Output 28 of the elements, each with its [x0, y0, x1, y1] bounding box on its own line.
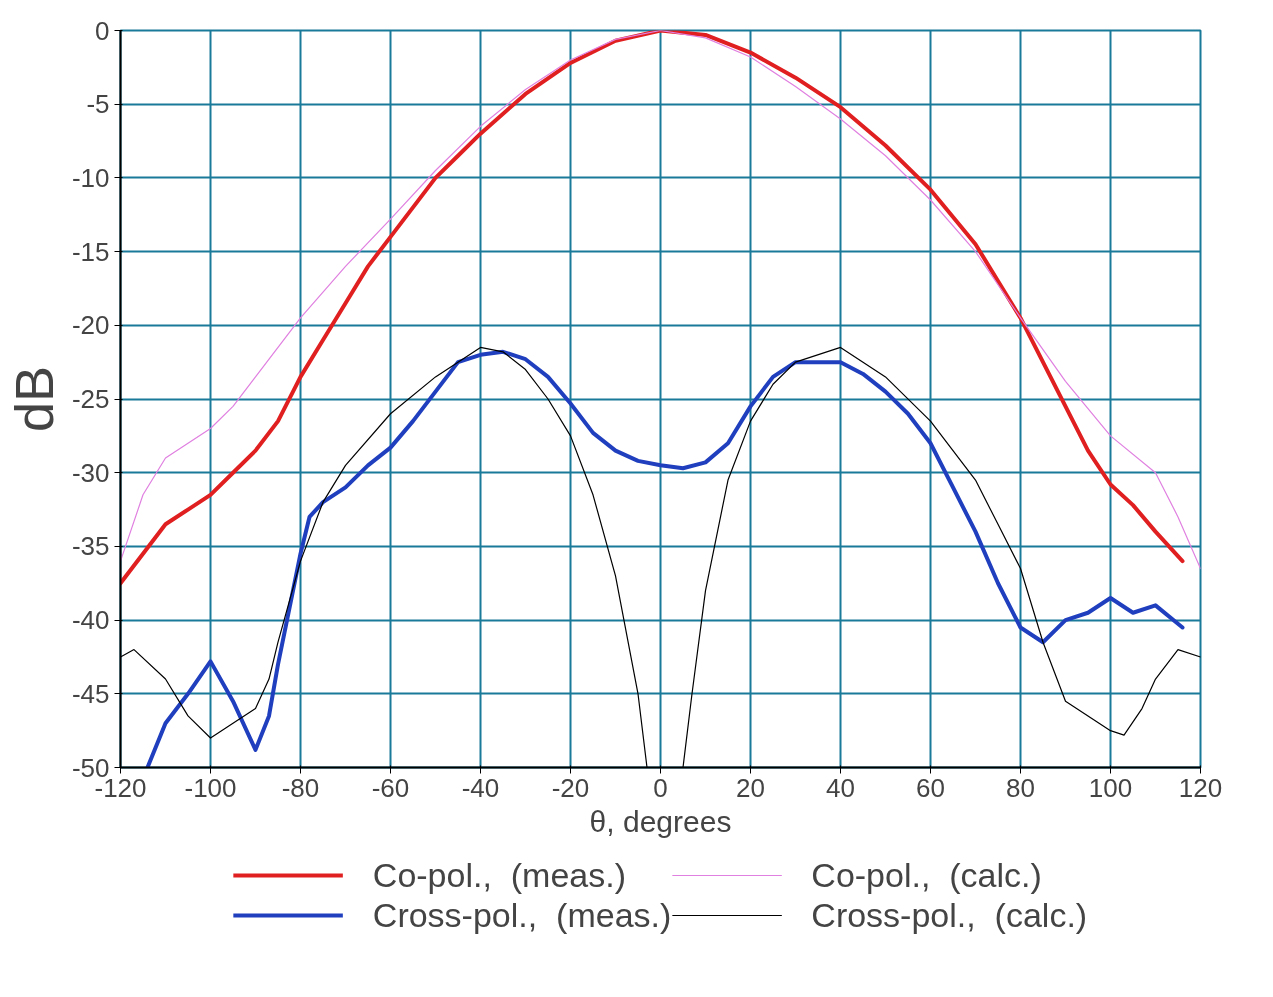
legend-label: Co-pol., (meas.) [372, 855, 627, 895]
y-tick-label: 0 [95, 15, 110, 46]
x-tick-label: -40 [461, 772, 500, 803]
y-tick-label: -35 [71, 531, 110, 562]
x-tick-label: -100 [184, 772, 237, 803]
legend-label: Cross-pol., (calc.) [811, 895, 1088, 935]
y-tick-label: -45 [71, 678, 110, 709]
x-tick-label: 80 [1006, 772, 1035, 803]
y-tick-label: -15 [71, 236, 110, 267]
legend-label: Co-pol., (calc.) [811, 855, 1042, 895]
x-axis-title: θ, degrees [589, 804, 732, 838]
y-tick-label: -30 [71, 457, 110, 488]
x-tick-label: 60 [916, 772, 945, 803]
x-tick-label: -20 [551, 772, 590, 803]
x-tick-label: 100 [1088, 772, 1133, 803]
x-tick-label: 120 [1178, 772, 1223, 803]
y-tick-label: -40 [71, 605, 110, 636]
y-tick-label: -25 [71, 384, 110, 414]
x-tick-label: 40 [826, 772, 855, 803]
legend-label: Cross-pol., (meas.) [372, 895, 672, 935]
y-axis-title: dB [3, 365, 64, 433]
x-tick-label: 0 [653, 772, 668, 803]
y-tick-label: -20 [71, 310, 110, 341]
x-tick-label: -80 [281, 772, 320, 803]
x-tick-label: 20 [736, 772, 765, 803]
y-tick-label: -10 [71, 162, 110, 193]
y-tick-label: -5 [86, 89, 110, 120]
x-tick-label: -60 [371, 772, 410, 803]
